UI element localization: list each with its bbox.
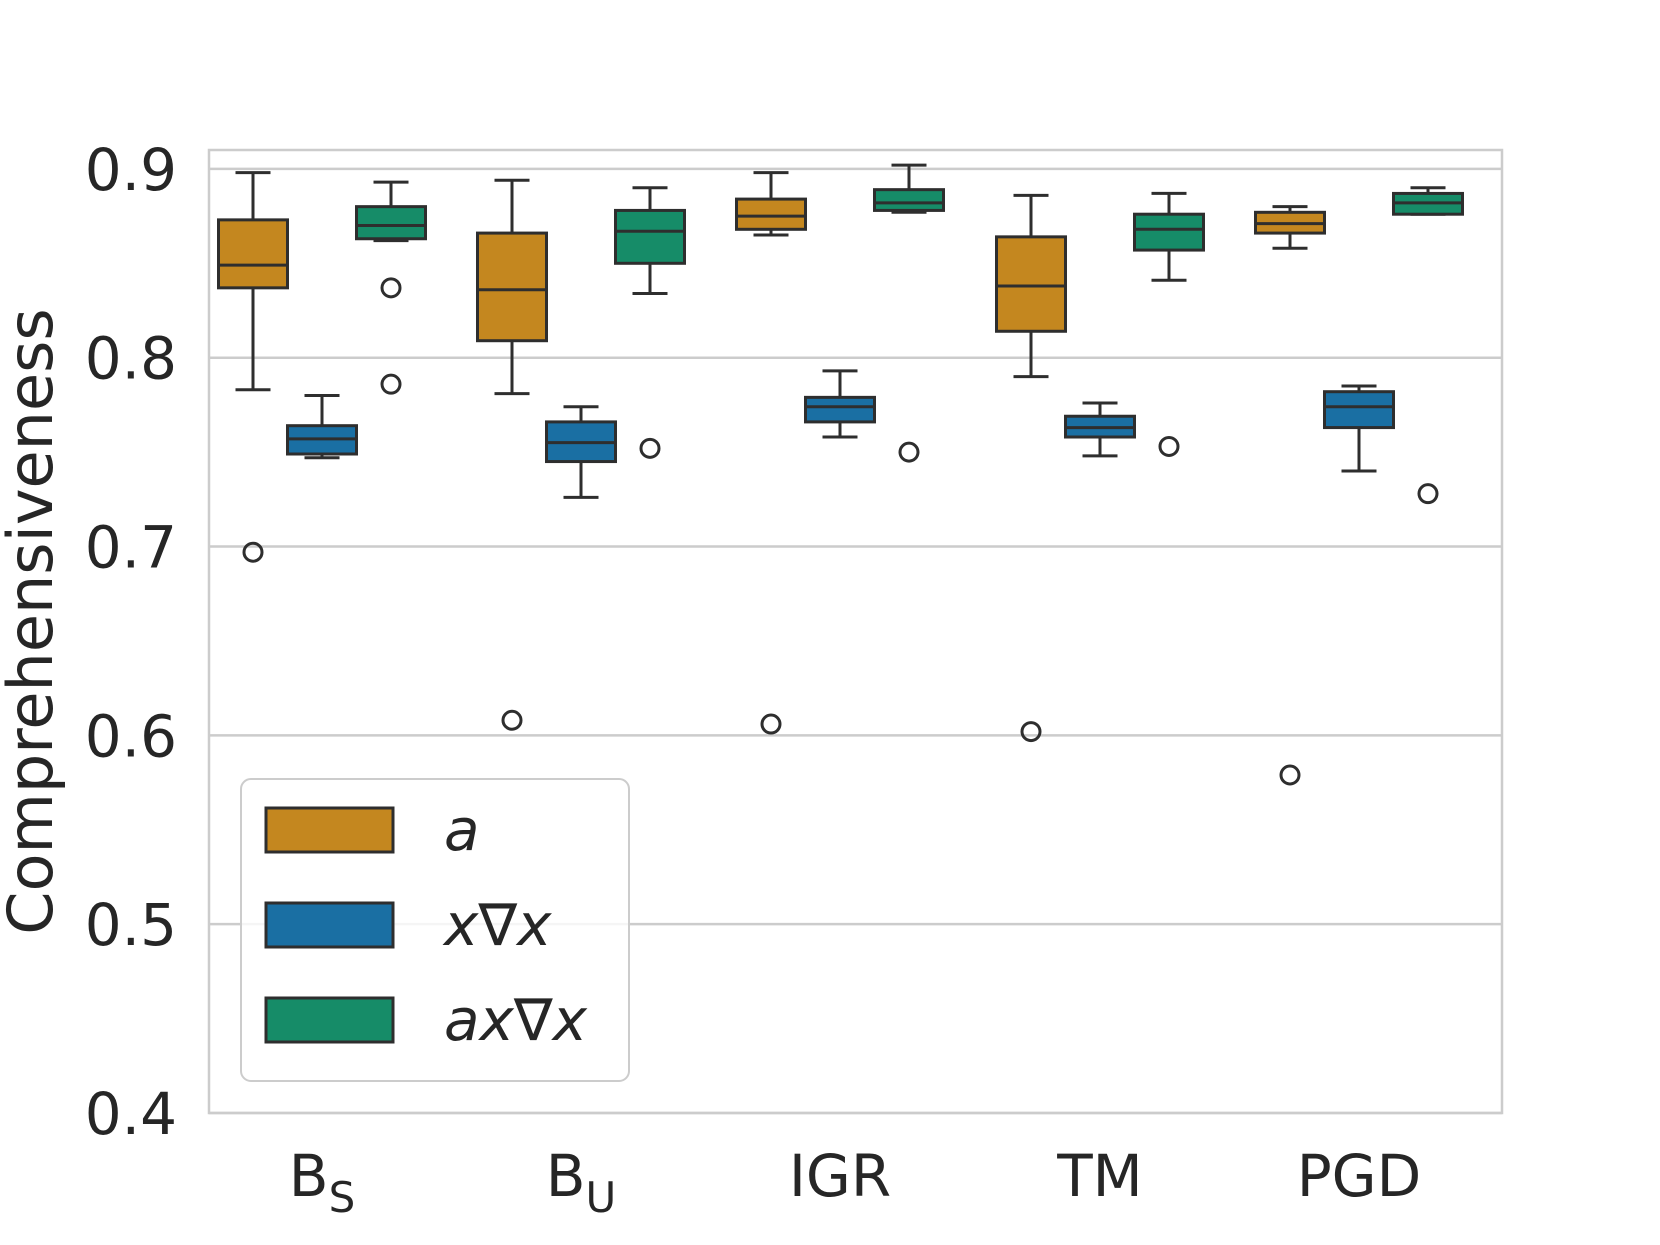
legend-swatch	[264, 901, 395, 949]
box-x∇x-3	[1064, 401, 1136, 458]
outlier-point	[380, 373, 402, 395]
box-ax∇x-3	[1133, 191, 1205, 457]
outlier-point	[501, 709, 523, 731]
box-iqr	[1323, 390, 1395, 430]
x-tick-label: BS	[289, 1142, 355, 1222]
box-a-0	[217, 171, 289, 563]
box-iqr	[804, 395, 876, 424]
y-tick-label: 0.6	[85, 702, 177, 770]
x-tick-subscript: S	[329, 1173, 356, 1222]
box-iqr	[995, 235, 1067, 333]
x-tick-subscript: U	[586, 1173, 617, 1222]
box-iqr	[476, 231, 548, 343]
y-tick-label: 0.5	[85, 891, 177, 959]
box-a-2	[735, 171, 807, 735]
box-iqr	[735, 197, 807, 231]
box-iqr	[217, 218, 289, 290]
legend-swatch	[264, 806, 395, 854]
y-tick-label: 0.8	[85, 325, 177, 393]
legend: ax∇xax∇x	[240, 778, 630, 1082]
outlier-point	[1158, 435, 1180, 457]
box-a-4	[1254, 205, 1326, 786]
box-a-3	[995, 193, 1067, 743]
legend-label: a	[444, 796, 480, 864]
x-tick-main: PGD	[1297, 1142, 1422, 1210]
outlier-point	[898, 441, 920, 463]
y-tick-label: 0.7	[85, 514, 177, 582]
box-iqr	[355, 205, 427, 241]
box-x∇x-4	[1323, 384, 1395, 473]
legend-items: ax∇xax∇x	[264, 796, 588, 1054]
x-tick-label: BU	[546, 1142, 617, 1222]
x-tick-label: PGD	[1297, 1142, 1422, 1210]
outlier-point	[380, 277, 402, 299]
box-x∇x-1	[545, 405, 617, 499]
legend-label: ax∇x	[444, 986, 588, 1054]
y-axis-label: Comprehensiveness	[0, 308, 67, 934]
y-tick-label: 0.9	[85, 136, 177, 204]
box-x∇x-2	[804, 369, 876, 439]
y-axis-ticks: 0.4 0.5 0.6 0.7 0.8 0.9	[85, 136, 177, 1148]
x-tick-main: TM	[1056, 1142, 1142, 1210]
outlier-point	[639, 437, 661, 459]
outlier-point	[1417, 483, 1439, 505]
boxes	[217, 163, 1464, 786]
box-iqr	[1133, 212, 1205, 252]
outlier-point	[1020, 721, 1042, 743]
outlier-point	[1279, 764, 1301, 786]
plot-area-frame	[207, 148, 1504, 1115]
outlier-point	[760, 713, 782, 735]
y-tick-label: 0.4	[85, 1080, 177, 1148]
box-a-1	[476, 178, 548, 731]
outlier-point	[242, 541, 264, 563]
box-iqr	[873, 188, 945, 212]
box-ax∇x-1	[614, 186, 686, 459]
x-tick-main: IGR	[789, 1142, 891, 1210]
box-ax∇x-2	[873, 163, 945, 463]
box-ax∇x-0	[355, 180, 427, 395]
box-x∇x-0	[286, 393, 358, 460]
x-axis-ticks: BS BU IGR TM PGD	[289, 1142, 1422, 1222]
legend-label: x∇x	[442, 891, 552, 959]
x-tick-main: B	[289, 1142, 329, 1210]
legend-swatch	[264, 996, 395, 1044]
x-tick-label: TM	[1056, 1142, 1142, 1210]
box-ax∇x-4	[1392, 186, 1464, 505]
x-tick-label: IGR	[789, 1142, 891, 1210]
x-tick-main: B	[546, 1142, 586, 1210]
box-iqr	[614, 208, 686, 265]
